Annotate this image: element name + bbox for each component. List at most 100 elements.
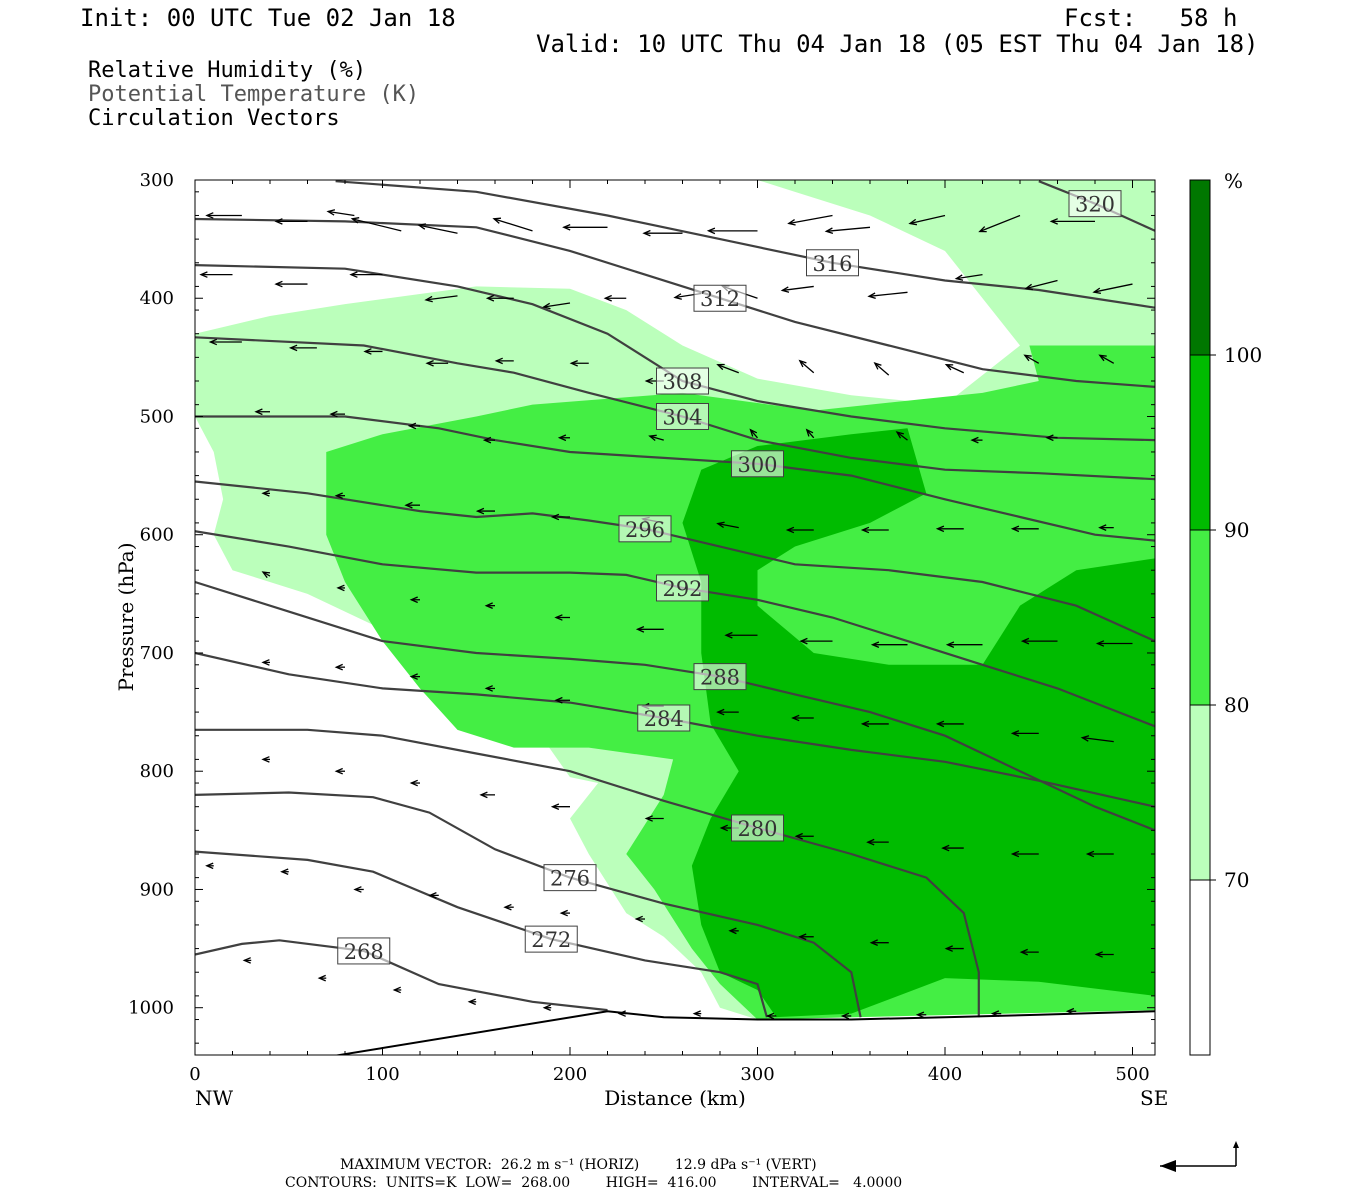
circulation-vector: [425, 359, 449, 367]
circulation-vector: [970, 436, 983, 444]
circulation-vector: [205, 862, 214, 870]
circulation-vector: [935, 525, 964, 533]
colorbar-segment: [1190, 180, 1210, 355]
circulation-vector: [492, 217, 533, 232]
circulation-vector: [1094, 951, 1114, 958]
y-axis-label: Pressure (hPa): [114, 543, 138, 692]
y-tick-label: 900: [140, 879, 174, 900]
y-tick-label: 300: [140, 170, 174, 191]
circulation-vector: [334, 663, 345, 671]
circulation-vector: [428, 892, 439, 899]
circulation-vector: [484, 602, 495, 609]
axes: 0 100 200 300 400 500 300 400 500 600 700 800 900 100…: [128, 170, 1155, 1085]
circulation-vector: [749, 428, 758, 439]
isentrope-label-box: [1068, 190, 1122, 218]
circulation-vector: [482, 436, 495, 444]
circulation-vector: [350, 217, 402, 232]
circulation-vector: [791, 714, 814, 722]
y-tick-label: 700: [140, 643, 174, 664]
circulation-vector: [954, 273, 983, 281]
colorbar-segment: [1190, 880, 1210, 1055]
circulation-vector: [559, 909, 570, 917]
isentrope-label: 288: [700, 666, 740, 690]
isentrope-label-box: [656, 574, 709, 602]
isentrope-300: [195, 415, 1155, 542]
circulation-vector: [706, 227, 758, 235]
colorbar-label: 90: [1224, 518, 1249, 542]
circulation-vector: [787, 214, 833, 226]
circulation-vector: [554, 614, 570, 621]
circulation-vector: [860, 720, 889, 728]
circulation-vector: [329, 410, 345, 418]
colorbar-frame: [1189, 179, 1211, 1056]
circulation-vector: [404, 501, 420, 509]
circulation-vector: [785, 526, 814, 534]
valid-time: Valid: 10 UTC Thu 04 Jan 18 (05 EST Thu …: [536, 30, 1259, 58]
circulation-vector: [542, 1004, 552, 1011]
isentrope-316: [335, 180, 1155, 309]
circulation-vector: [780, 285, 814, 293]
circulation-vector: [334, 767, 345, 775]
y-tick-label: 500: [140, 406, 174, 427]
circulation-vector: [467, 998, 477, 1006]
circulation-vector: [635, 626, 664, 633]
circulation-vector: [336, 584, 345, 592]
circulation-vector: [261, 659, 270, 666]
isentrope-label-box: [637, 704, 691, 732]
rh-region-90-100: [682, 428, 1155, 1018]
isentrope-280: [195, 728, 980, 1018]
x-tick-label: 100: [365, 1064, 399, 1085]
isentrope-label-box: [337, 937, 391, 965]
circulation-vector: [1024, 279, 1058, 291]
isentrope-label: 268: [344, 940, 384, 964]
colorbar-label: 70: [1224, 868, 1249, 892]
circulation-vector: [261, 490, 270, 497]
isentrope-label: 280: [737, 817, 777, 841]
isentrope-label-box: [731, 450, 784, 478]
circulation-vector: [870, 641, 908, 648]
circulation-vector: [242, 957, 252, 964]
isentrope-label: 304: [662, 405, 702, 429]
x-tick-label: 200: [553, 1064, 587, 1085]
y-tick-label: 400: [140, 288, 174, 309]
circulation-vector: [765, 1012, 777, 1020]
vector-legend: Circulation Vectors: [88, 106, 340, 131]
circulation-vector: [424, 295, 458, 303]
isentrope-label: 292: [662, 577, 702, 601]
circulation-vector: [1023, 354, 1040, 364]
contour-labels: 268 272 276 280 284 288 292 296 300 304 308 312 316 3…: [337, 190, 1122, 965]
circulation-vector: [484, 685, 495, 692]
circulation-vector: [617, 1010, 627, 1017]
circulation-vector: [261, 756, 270, 763]
circulation-vector: [945, 641, 983, 648]
x-tick-label: 400: [928, 1064, 962, 1085]
isentrope-label: 312: [700, 287, 740, 311]
circulation-vector: [1010, 525, 1039, 533]
circulation-vector: [908, 214, 946, 226]
circulation-vector: [603, 294, 627, 302]
circulation-vector: [873, 362, 890, 376]
isentrope-label-box: [731, 814, 784, 842]
circulation-vector: [935, 720, 964, 728]
circulation-vector: [1049, 218, 1095, 225]
circulation-vector: [280, 868, 289, 875]
circulation-vector: [1085, 850, 1114, 858]
colorbar-segment: [1190, 530, 1210, 705]
circulation-vector: [208, 338, 242, 346]
circulation-vector: [869, 939, 889, 946]
circulation-vector: [542, 302, 571, 310]
circulation-vector: [915, 1011, 927, 1019]
circulation-vector: [409, 673, 420, 680]
circulation-vector: [799, 637, 833, 645]
circulation-vector: [334, 492, 345, 499]
circulation-vector: [644, 815, 664, 822]
circulation-vector: [1020, 637, 1058, 645]
circulation-vector: [479, 791, 495, 799]
circulation-vector: [407, 422, 420, 430]
x-end-right: SE: [1140, 1086, 1168, 1110]
circulation-vector: [1098, 354, 1115, 364]
x-tick-label: 500: [1115, 1064, 1149, 1085]
circulation-vector: [254, 408, 270, 416]
circulation-vector: [692, 1010, 702, 1017]
